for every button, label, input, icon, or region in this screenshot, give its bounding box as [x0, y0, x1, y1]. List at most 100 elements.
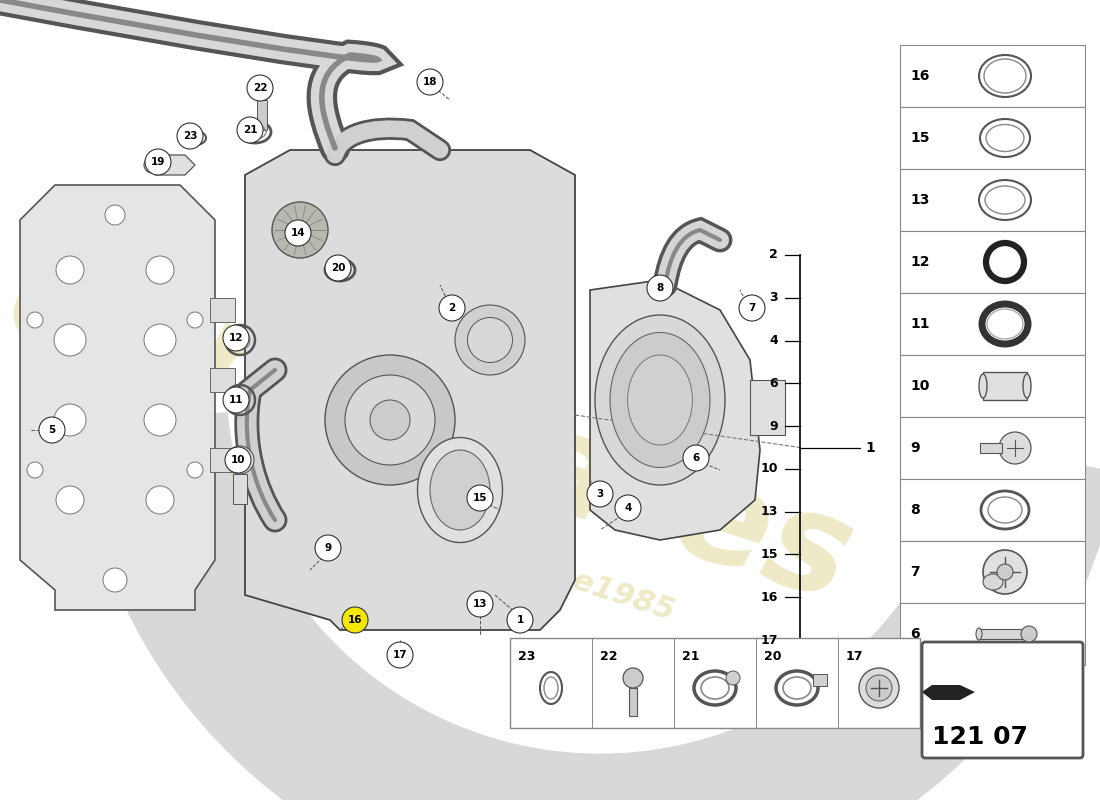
Text: 6: 6 [769, 377, 778, 390]
Circle shape [144, 324, 176, 356]
Circle shape [177, 123, 204, 149]
Circle shape [999, 432, 1031, 464]
Circle shape [56, 256, 84, 284]
Bar [629, 688, 637, 716]
Circle shape [342, 607, 369, 633]
Bar [510, 638, 920, 728]
Circle shape [997, 564, 1013, 580]
Circle shape [223, 387, 249, 413]
Text: 4: 4 [769, 334, 778, 347]
Text: 20: 20 [331, 263, 345, 273]
Text: 20: 20 [764, 650, 781, 663]
Circle shape [54, 324, 86, 356]
Circle shape [859, 668, 899, 708]
Text: 11: 11 [229, 395, 243, 405]
Text: 13: 13 [760, 505, 778, 518]
Circle shape [1021, 626, 1037, 642]
Text: 11: 11 [910, 317, 930, 331]
Bar [210, 368, 235, 392]
Polygon shape [932, 685, 975, 700]
Text: 10: 10 [231, 455, 245, 465]
Circle shape [739, 295, 764, 321]
Circle shape [587, 481, 613, 507]
Bar [210, 298, 235, 322]
Polygon shape [20, 185, 214, 610]
Ellipse shape [430, 450, 490, 530]
Circle shape [324, 255, 351, 281]
Text: a precision for parts since1985: a precision for parts since1985 [162, 434, 679, 626]
Circle shape [983, 550, 1027, 594]
Text: 121 07: 121 07 [932, 725, 1028, 749]
Polygon shape [155, 155, 195, 175]
Bar [900, 479, 1085, 541]
Ellipse shape [1023, 374, 1031, 398]
Circle shape [144, 157, 159, 173]
Circle shape [387, 642, 412, 668]
Text: 22: 22 [600, 650, 617, 663]
Bar [980, 443, 1002, 453]
Text: 2: 2 [769, 249, 778, 262]
Text: 12: 12 [229, 333, 243, 343]
Text: 10: 10 [760, 462, 778, 475]
Bar [900, 355, 1085, 417]
Bar [900, 417, 1085, 479]
Ellipse shape [345, 375, 434, 465]
Circle shape [223, 325, 249, 351]
Text: 9: 9 [769, 420, 778, 433]
Text: 1: 1 [865, 441, 874, 454]
Text: 13: 13 [473, 599, 487, 609]
Text: 10: 10 [910, 379, 930, 393]
Text: 21: 21 [682, 650, 700, 663]
Text: 17: 17 [846, 650, 864, 663]
Polygon shape [590, 280, 760, 540]
Text: 4: 4 [625, 503, 631, 513]
Circle shape [104, 205, 125, 225]
Text: 16: 16 [910, 69, 930, 83]
Ellipse shape [324, 355, 455, 485]
Text: 9: 9 [910, 441, 920, 455]
Text: 2: 2 [449, 303, 455, 313]
Bar [900, 107, 1085, 169]
Circle shape [56, 486, 84, 514]
Text: 3: 3 [769, 291, 778, 304]
Circle shape [187, 462, 204, 478]
Bar [900, 603, 1085, 665]
Circle shape [144, 404, 176, 436]
Text: 6: 6 [910, 627, 920, 641]
Circle shape [647, 275, 673, 301]
Bar [900, 169, 1085, 231]
Bar [983, 372, 1027, 400]
Circle shape [468, 485, 493, 511]
Circle shape [226, 446, 254, 474]
Bar [900, 45, 1085, 107]
Circle shape [145, 149, 170, 175]
Circle shape [507, 607, 534, 633]
Text: 15: 15 [910, 131, 930, 145]
Text: 23: 23 [183, 131, 197, 141]
Text: 14: 14 [290, 228, 306, 238]
Text: 7: 7 [748, 303, 756, 313]
Text: 8: 8 [657, 283, 663, 293]
Circle shape [272, 202, 328, 258]
Bar [750, 380, 785, 435]
Circle shape [28, 462, 43, 478]
Text: 17: 17 [393, 650, 407, 660]
Text: 21: 21 [243, 125, 257, 135]
Bar [900, 293, 1085, 355]
Text: 17: 17 [760, 634, 778, 646]
Text: 13: 13 [910, 193, 930, 207]
Ellipse shape [468, 318, 513, 362]
Circle shape [468, 591, 493, 617]
Circle shape [615, 495, 641, 521]
Circle shape [315, 535, 341, 561]
Ellipse shape [979, 374, 987, 398]
Bar [900, 231, 1085, 293]
Circle shape [54, 404, 86, 436]
Text: 22: 22 [253, 83, 267, 93]
Circle shape [226, 447, 251, 473]
Text: 12: 12 [910, 255, 930, 269]
Circle shape [726, 671, 740, 685]
Text: 16: 16 [348, 615, 362, 625]
Ellipse shape [370, 400, 410, 440]
Text: 23: 23 [518, 650, 536, 663]
